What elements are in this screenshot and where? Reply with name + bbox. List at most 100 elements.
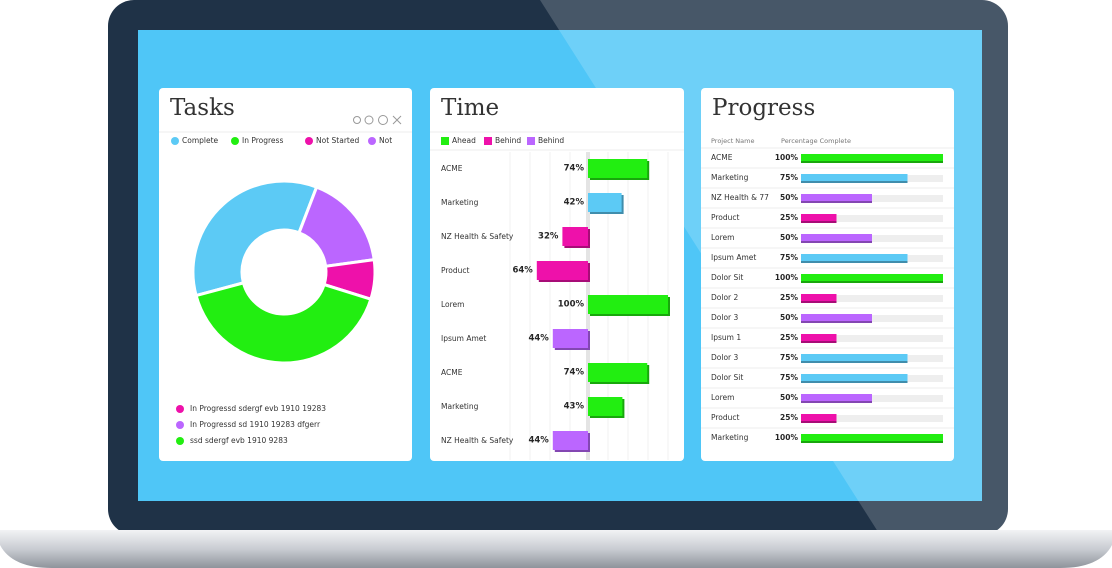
value-label: 42% bbox=[564, 198, 585, 208]
bar bbox=[588, 295, 668, 314]
search-icon[interactable] bbox=[353, 116, 361, 124]
bar-track bbox=[801, 215, 943, 222]
legend-label: Not Started bbox=[316, 136, 359, 145]
tasks-panel bbox=[159, 88, 412, 461]
bar bbox=[588, 397, 623, 416]
column-header: Percentage Complete bbox=[781, 137, 851, 145]
bar-track bbox=[801, 415, 943, 422]
legend-swatch bbox=[231, 137, 239, 145]
row-label: Marketing bbox=[711, 173, 749, 182]
value-label: 75% bbox=[780, 173, 798, 182]
value-label: 75% bbox=[780, 253, 798, 262]
value-label: 25% bbox=[780, 413, 798, 422]
legend-label: Behind bbox=[538, 136, 564, 145]
row-label: NZ Health & Safety bbox=[441, 436, 514, 445]
laptop-base bbox=[0, 530, 1112, 568]
value-label: 50% bbox=[780, 233, 798, 242]
legend-swatch bbox=[368, 137, 376, 145]
row-label: Product bbox=[711, 413, 740, 422]
row-label: Ipsum Amet bbox=[441, 334, 486, 343]
row-label: NZ Health & Safety bbox=[441, 232, 514, 241]
row-label: Product bbox=[711, 213, 740, 222]
legend-swatch bbox=[176, 405, 184, 413]
help-icon[interactable] bbox=[378, 115, 388, 125]
legend-label: Ahead bbox=[452, 136, 476, 145]
row-label: Lorem bbox=[711, 233, 734, 242]
panel-title: Tasks bbox=[170, 95, 235, 121]
legend-label: Complete bbox=[182, 136, 219, 145]
value-label: 74% bbox=[564, 368, 585, 378]
row-label: ACME bbox=[441, 164, 463, 173]
settings-icon[interactable] bbox=[364, 115, 374, 125]
legend-swatch bbox=[305, 137, 313, 145]
row-label: Dolor 2 bbox=[711, 293, 739, 302]
value-label: 32% bbox=[538, 232, 559, 242]
value-label: 50% bbox=[780, 313, 798, 322]
row-label: Dolor 3 bbox=[711, 313, 739, 322]
row-label: NZ Health & 77 bbox=[711, 193, 769, 202]
value-label: 50% bbox=[780, 393, 798, 402]
row-label: Dolor 3 bbox=[711, 353, 739, 362]
value-label: 64% bbox=[512, 266, 533, 276]
bar bbox=[801, 254, 908, 261]
bar bbox=[801, 274, 943, 281]
legend-swatch bbox=[176, 421, 184, 429]
donut-slice bbox=[194, 281, 373, 365]
bar bbox=[536, 261, 588, 280]
value-label: 100% bbox=[775, 433, 799, 442]
bar bbox=[801, 174, 908, 181]
value-label: 74% bbox=[564, 164, 585, 174]
legend-swatch bbox=[171, 137, 179, 145]
column-header: Project Name bbox=[711, 137, 754, 145]
value-label: 43% bbox=[564, 402, 585, 412]
bar bbox=[801, 294, 837, 301]
bar bbox=[588, 159, 648, 178]
bar bbox=[552, 431, 588, 450]
bar bbox=[801, 334, 837, 341]
bar bbox=[562, 227, 588, 246]
value-label: 100% bbox=[775, 273, 799, 282]
row-label: ACME bbox=[711, 153, 733, 162]
close-icon[interactable] bbox=[392, 115, 402, 125]
bar bbox=[801, 414, 837, 421]
row-label: Product bbox=[441, 266, 470, 275]
row-label: Marketing bbox=[711, 433, 749, 442]
panel-title: Progress bbox=[712, 95, 815, 121]
value-label: 100% bbox=[775, 153, 799, 162]
panel-icons[interactable] bbox=[353, 115, 402, 125]
value-label: 44% bbox=[528, 436, 549, 446]
bar bbox=[801, 394, 872, 401]
bar bbox=[588, 193, 622, 212]
legend-swatch bbox=[484, 137, 492, 145]
legend-label: Behind bbox=[495, 136, 521, 145]
row-label: Marketing bbox=[441, 198, 479, 207]
legend-label: In Progressd sdergf evb 1910 19283 bbox=[190, 404, 326, 413]
row-label: Dolor Sit bbox=[711, 273, 743, 282]
panel-title: Time bbox=[441, 95, 499, 121]
bar bbox=[801, 234, 872, 241]
value-label: 25% bbox=[780, 293, 798, 302]
bar bbox=[801, 214, 837, 221]
legend-swatch bbox=[441, 137, 449, 145]
row-label: Marketing bbox=[441, 402, 479, 411]
row-label: Ipsum 1 bbox=[711, 333, 741, 342]
legend-label: In Progress bbox=[242, 136, 283, 145]
value-label: 25% bbox=[780, 213, 798, 222]
bar bbox=[801, 194, 872, 201]
bar bbox=[801, 374, 908, 381]
bar bbox=[552, 329, 588, 348]
bar bbox=[801, 314, 872, 321]
bar-track bbox=[801, 295, 943, 302]
row-label: Ipsum Amet bbox=[711, 253, 756, 262]
row-label: Dolor Sit bbox=[711, 373, 743, 382]
bar bbox=[801, 154, 943, 161]
bar bbox=[801, 434, 943, 441]
row-label: Lorem bbox=[711, 393, 734, 402]
legend-label: In Progressd sd 1910 19283 dfgerr bbox=[190, 420, 321, 429]
legend-swatch bbox=[176, 437, 184, 445]
legend-label: Not bbox=[379, 136, 392, 145]
row-label: Lorem bbox=[441, 300, 464, 309]
donut-slice bbox=[191, 179, 319, 298]
bar bbox=[801, 354, 908, 361]
value-label: 100% bbox=[558, 300, 585, 310]
